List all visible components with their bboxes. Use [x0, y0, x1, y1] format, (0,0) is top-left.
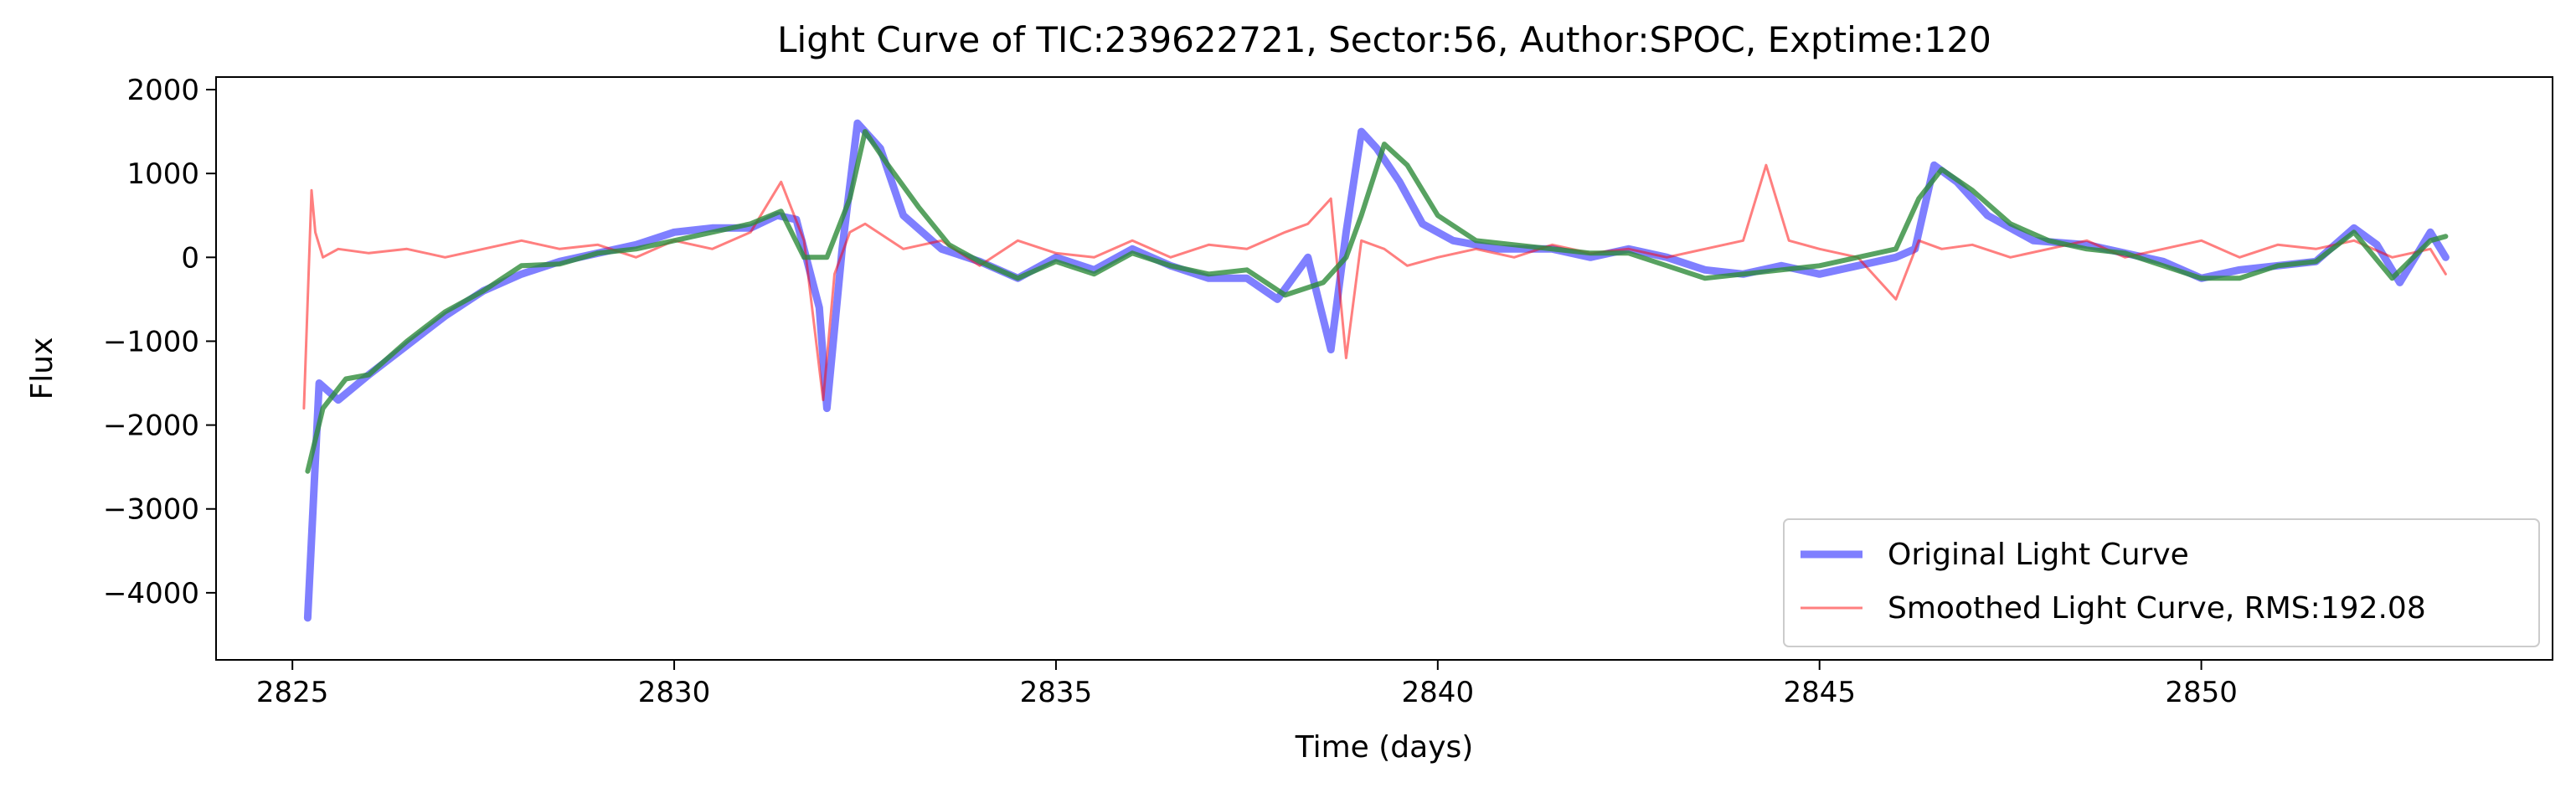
- y-tick-label: −2000: [103, 409, 199, 443]
- legend: Original Light Curve Smoothed Light Curve…: [1783, 518, 2540, 647]
- series-line-3: [305, 129, 2449, 474]
- chart-title: Light Curve of TIC:239622721, Sector:56,…: [777, 19, 1991, 60]
- y-tick-label: −4000: [103, 577, 199, 610]
- series-line-2: [302, 163, 2447, 410]
- x-axis-label: Time (days): [1295, 730, 1474, 765]
- y-tick-label: 0: [181, 241, 199, 275]
- x-tick-label: 2850: [2165, 676, 2238, 709]
- y-tick-label: −1000: [103, 325, 199, 358]
- legend-label: Smoothed Light Curve, RMS:192.08: [1888, 591, 2426, 626]
- x-tick-label: 2845: [1783, 676, 1856, 709]
- plot-frame: [215, 76, 2553, 661]
- x-tick-label: 2830: [638, 676, 711, 709]
- x-axis: 2825 2830 2835 2840 2845 2850: [256, 660, 2238, 709]
- y-tick-label: 1000: [126, 157, 199, 191]
- y-axis-label: Flux: [25, 337, 59, 400]
- legend-box: [1783, 518, 2540, 647]
- y-tick-label: 2000: [126, 74, 199, 107]
- y-axis: −4000 −3000 −2000 −1000 0 1000 2000: [103, 74, 216, 610]
- x-tick-label: 2835: [1020, 676, 1093, 709]
- series-layer: [302, 119, 2450, 622]
- y-tick-label: −3000: [103, 493, 199, 527]
- legend-label: Original Light Curve: [1888, 538, 2189, 572]
- x-tick-label: 2840: [1402, 676, 1475, 709]
- x-tick-label: 2825: [256, 676, 329, 709]
